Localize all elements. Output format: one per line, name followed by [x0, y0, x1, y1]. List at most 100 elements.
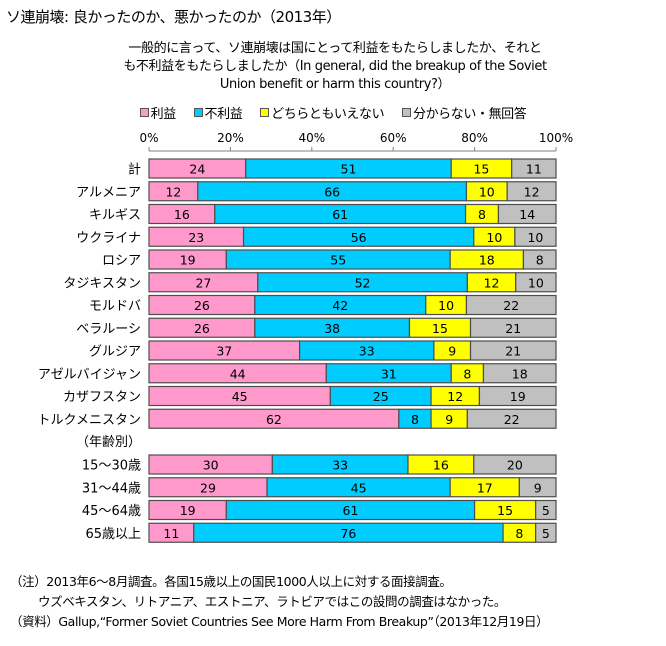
data-label-neither: 9	[445, 412, 453, 427]
data-label-dk: 14	[519, 207, 535, 222]
category-label: キルギス	[89, 208, 141, 223]
legend: 利益 不利益 どちらともいえない 分からない・無回答	[0, 103, 666, 122]
category-label: 65歳以上	[85, 527, 141, 542]
data-label-harm: 61	[343, 503, 359, 518]
bar-segment-dk	[515, 272, 557, 293]
category-label: タジキスタン	[63, 276, 141, 291]
legend-label-benefit: 利益	[150, 107, 177, 122]
note-excluded: ウズベキスタン、リトアニア、エストニア、ラトビアではこの設問の調査はなかった。	[38, 594, 507, 609]
data-label-benefit: 19	[180, 503, 196, 518]
data-label-neither: 8	[515, 526, 523, 541]
category-label: 15〜30歳	[82, 459, 141, 474]
data-label-harm: 42	[332, 298, 348, 313]
data-label-neither: 10	[438, 298, 454, 313]
x-tick-label: 100%	[539, 131, 573, 145]
bar-segment-dk	[465, 294, 557, 316]
category-label: 45〜64歳	[82, 504, 141, 519]
data-label-neither: 9	[448, 344, 456, 359]
data-label-dk: 10	[528, 275, 544, 290]
legend-swatch-harm	[193, 108, 203, 117]
data-label-neither: 15	[497, 503, 513, 518]
data-label-dk: 19	[510, 389, 526, 404]
bar-segment-dk	[469, 340, 557, 361]
bar-segment-dk	[535, 499, 557, 521]
bar-segment-dk	[514, 226, 557, 247]
legend-swatch-benefit	[139, 108, 149, 117]
x-tick-label: 80%	[461, 131, 488, 145]
data-label-dk: 21	[505, 321, 521, 336]
x-tick-label: 0%	[139, 131, 158, 145]
data-label-dk: 5	[542, 503, 550, 518]
x-tick-label: 20%	[217, 131, 244, 145]
x-tick-label: 60%	[380, 131, 407, 145]
legend-label-dk: 分からない・無回答	[412, 107, 527, 122]
legend-item-neither: どちらともいえない	[260, 103, 385, 122]
category-label: ウクライナ	[76, 231, 141, 246]
bar-segment-dk	[522, 249, 557, 270]
question-line-2: も不利益をもたらしましたか（In general, did the breaku…	[123, 59, 547, 74]
data-label-neither: 18	[479, 253, 495, 268]
data-label-neither: 10	[479, 184, 495, 199]
bar-segment-dk	[478, 385, 557, 407]
note-survey: （注）2013年6〜8月調査。各国15歳以上の国民1000人以上に対する面接調査…	[10, 574, 452, 589]
data-label-harm: 33	[359, 344, 375, 359]
data-label-neither: 10	[486, 230, 502, 245]
data-label-dk: 11	[526, 162, 542, 177]
data-label-benefit: 24	[189, 162, 205, 177]
data-label-harm: 38	[324, 321, 340, 336]
category-label: ベラルーシ	[76, 322, 141, 337]
data-label-benefit: 37	[216, 344, 232, 359]
category-label: ロシア	[102, 254, 141, 269]
data-label-benefit: 30	[203, 458, 219, 473]
data-label-harm: 45	[351, 480, 367, 495]
data-label-dk: 12	[524, 184, 540, 199]
legend-label-neither: どちらともいえない	[271, 107, 385, 122]
data-label-benefit: 16	[174, 207, 190, 222]
data-label-benefit: 12	[165, 184, 181, 199]
data-label-dk: 10	[527, 230, 543, 245]
category-label: アゼルバイジャン	[38, 367, 141, 382]
data-label-dk: 22	[503, 298, 519, 313]
data-label-harm: 25	[373, 389, 389, 404]
category-label: トルクメニスタン	[38, 413, 141, 428]
data-label-harm: 31	[381, 366, 397, 381]
data-label-neither: 8	[478, 207, 486, 222]
data-label-benefit: 26	[194, 321, 210, 336]
data-label-benefit: 62	[266, 412, 282, 427]
age-group-label: （年齢別）	[76, 435, 141, 450]
question-text: 一般的に言って、ソ連崩壊は国にとって利益をもたらしましたか、それと も不利益をも…	[70, 40, 600, 94]
question-line-3: Union benefit or harm this country?）	[219, 77, 451, 92]
data-label-dk: 18	[512, 366, 528, 381]
data-label-harm: 52	[355, 275, 371, 290]
data-label-benefit: 45	[232, 389, 248, 404]
legend-item-harm: 不利益	[193, 103, 243, 122]
data-label-dk: 22	[504, 412, 520, 427]
data-label-dk: 5	[542, 526, 550, 541]
footnotes: （注）2013年6〜8月調査。各国15歳以上の国民1000人以上に対する面接調査…	[10, 572, 549, 632]
category-label: 31〜44歳	[82, 481, 141, 496]
data-label-harm: 51	[341, 162, 357, 177]
data-label-benefit: 44	[230, 366, 246, 381]
data-label-harm: 76	[340, 526, 356, 541]
data-label-neither: 15	[432, 321, 448, 336]
data-label-neither: 12	[484, 275, 500, 290]
data-label-neither: 8	[463, 366, 471, 381]
x-tick-label: 40%	[298, 131, 325, 145]
bar-segment-dk	[473, 454, 557, 475]
bar-segment-dk	[518, 477, 557, 498]
data-label-harm: 8	[411, 412, 419, 427]
bar-segment-dk	[511, 158, 557, 179]
data-label-benefit: 26	[194, 298, 210, 313]
legend-swatch-neither	[260, 108, 270, 117]
bar-segment-dk	[482, 363, 557, 384]
data-label-dk: 8	[536, 253, 544, 268]
bar-segment-dk	[466, 408, 557, 429]
data-label-benefit: 29	[200, 480, 216, 495]
bar-segment-dk	[535, 522, 557, 543]
data-label-harm: 66	[324, 184, 340, 199]
bar-segment-dk	[497, 203, 557, 225]
data-label-neither: 12	[447, 389, 463, 404]
data-label-benefit: 11	[163, 526, 179, 541]
note-source: （資料）Gallup,“Former Soviet Countries See …	[10, 614, 549, 629]
legend-label-harm: 不利益	[204, 107, 243, 122]
